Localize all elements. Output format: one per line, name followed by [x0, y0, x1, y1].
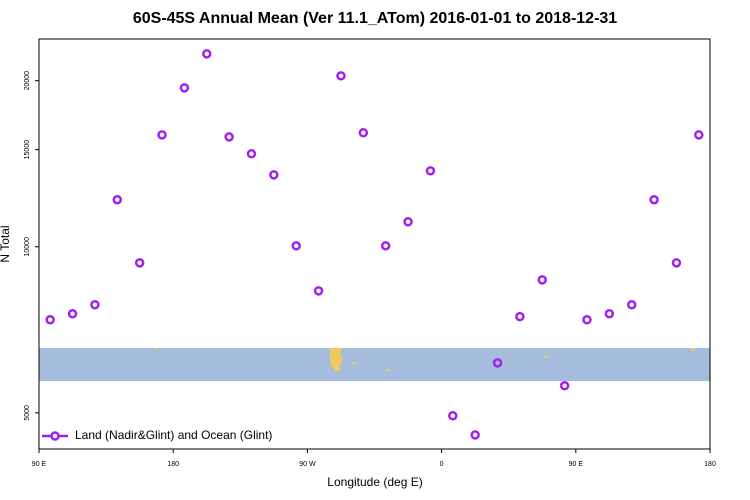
plot-frame — [38, 38, 711, 450]
y-tick-label: 5000 — [24, 405, 31, 421]
x-tick-label: 90 W — [299, 461, 316, 468]
point — [425, 166, 436, 176]
x-tick-label: 180 — [167, 461, 179, 468]
point — [67, 309, 78, 319]
map-strip — [39, 348, 710, 381]
x-axis-label: Longitude (deg E) — [327, 475, 422, 489]
point — [112, 194, 123, 205]
legend-marker — [50, 431, 60, 441]
point — [90, 300, 100, 310]
point — [45, 314, 55, 325]
point — [179, 83, 190, 93]
point — [448, 411, 458, 421]
map-band — [39, 348, 710, 381]
y-tick-label: 10000 — [24, 237, 31, 257]
point — [336, 71, 346, 81]
point — [224, 132, 234, 142]
point — [671, 258, 682, 268]
y-tick-label: 15000 — [24, 140, 31, 160]
chart-title: 60S-45S Annual Mean (Ver 11.1_ATom) 2016… — [133, 10, 617, 27]
point — [134, 258, 145, 268]
x-tick-label: 90 E — [569, 461, 584, 468]
point — [202, 49, 212, 59]
y-tick-label: 20000 — [24, 71, 31, 91]
point — [269, 170, 279, 180]
point — [470, 430, 480, 440]
point — [559, 380, 570, 391]
y-axis-label: N Total — [0, 225, 12, 262]
point — [649, 194, 659, 205]
legend-item: Land (Nadir&Glint) and Ocean (Glint) — [42, 428, 272, 442]
point — [403, 217, 413, 227]
point — [380, 241, 391, 251]
point — [313, 286, 324, 296]
point — [291, 241, 301, 251]
x-tick-label: 0 — [440, 461, 444, 468]
point — [537, 275, 547, 285]
point — [694, 130, 704, 140]
x-tick-label: 90 E — [32, 461, 47, 468]
point — [246, 149, 257, 159]
point — [358, 128, 369, 138]
x-tick-label: 180 — [704, 461, 716, 468]
point — [604, 309, 615, 319]
legend-label: Land (Nadir&Glint) and Ocean (Glint) — [75, 428, 272, 442]
point — [515, 311, 525, 322]
point — [582, 314, 592, 325]
point — [157, 130, 167, 140]
point — [492, 358, 503, 368]
point — [626, 300, 637, 310]
